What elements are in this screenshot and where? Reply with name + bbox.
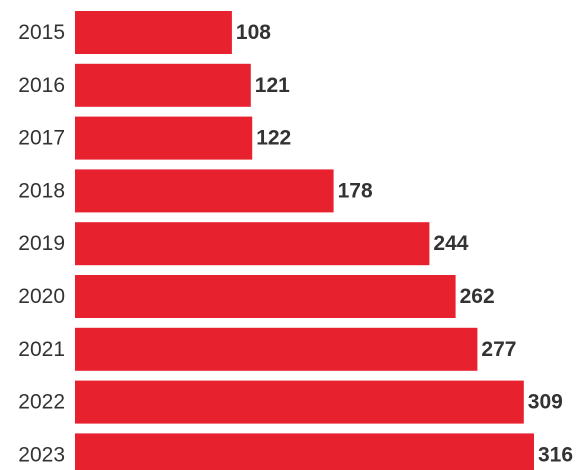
category-label-2022: 2022 bbox=[18, 391, 65, 414]
value-label-2021: 277 bbox=[481, 338, 516, 361]
value-label-2023: 316 bbox=[538, 443, 573, 466]
bar-2023 bbox=[75, 433, 534, 470]
category-label-2016: 2016 bbox=[18, 74, 65, 97]
value-labels-group: 108 121 122 178 244 262 277 309 316 bbox=[236, 21, 573, 466]
bar-2022 bbox=[75, 380, 524, 424]
category-label-2020: 2020 bbox=[18, 285, 65, 308]
bar-2015 bbox=[75, 11, 232, 54]
category-label-2021: 2021 bbox=[18, 338, 65, 361]
value-label-2019: 244 bbox=[433, 232, 468, 255]
value-label-2018: 178 bbox=[338, 179, 373, 202]
value-label-2022: 309 bbox=[528, 391, 563, 414]
bar-2019 bbox=[75, 222, 430, 266]
value-label-2015: 108 bbox=[236, 21, 271, 44]
bar-2020 bbox=[75, 275, 456, 318]
bars-group bbox=[75, 11, 534, 470]
value-label-2017: 122 bbox=[256, 127, 291, 150]
bar-2016 bbox=[75, 63, 251, 107]
category-label-2018: 2018 bbox=[18, 179, 65, 202]
bar-2017 bbox=[75, 116, 253, 160]
value-label-2016: 121 bbox=[255, 74, 290, 97]
category-labels-group: 2015 2016 2017 2018 2019 2020 2021 2022 2023 bbox=[18, 21, 65, 466]
value-label-2020: 262 bbox=[460, 285, 495, 308]
category-label-2015: 2015 bbox=[18, 21, 65, 44]
category-label-2023: 2023 bbox=[18, 443, 65, 466]
category-label-2017: 2017 bbox=[18, 127, 65, 150]
bar-2018 bbox=[75, 169, 334, 213]
bar-2021 bbox=[75, 327, 478, 371]
category-label-2019: 2019 bbox=[18, 232, 65, 255]
